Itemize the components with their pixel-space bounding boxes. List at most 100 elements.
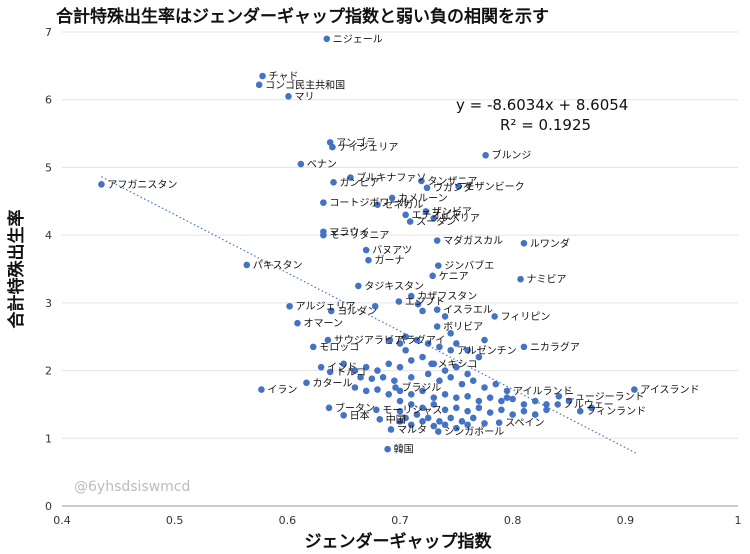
data-point-label: ブータン [335, 401, 375, 414]
y-tick-label: 1 [45, 432, 52, 445]
data-point-label: ノルウェー [564, 399, 614, 411]
data-point-label: リベリア [440, 213, 480, 225]
data-point [495, 419, 503, 427]
data-point [323, 35, 331, 43]
data-point [373, 406, 380, 414]
data-point [435, 262, 442, 269]
data-point [430, 422, 438, 430]
data-point [351, 367, 359, 374]
data-point [407, 421, 415, 429]
data-point [374, 201, 381, 208]
x-tick-label: 0.8 [504, 514, 522, 527]
y-tick-label: 5 [45, 161, 52, 174]
data-point [402, 333, 409, 341]
data-point-label: マリ [294, 92, 314, 103]
data-point-label: モザンビーク [465, 181, 525, 193]
data-point [395, 298, 403, 305]
data-point [402, 211, 409, 219]
data-point [447, 330, 455, 337]
data-point-label: フィリピン [501, 311, 551, 323]
data-point-label: コンゴ民主共和国 [265, 78, 345, 91]
data-point [486, 394, 494, 401]
data-point-label: ボリビア [443, 321, 483, 333]
data-point [419, 353, 426, 361]
data-point-label: インド [327, 363, 357, 374]
data-point-label: トルコ [336, 367, 366, 378]
data-point-label: オマーン [303, 318, 343, 330]
data-point [407, 401, 415, 408]
data-point-label: 日本 [350, 409, 370, 422]
x-axis-ticks: 0.4 0.5 0.6 0.7 0.8 0.9 1 [53, 514, 741, 527]
data-point [475, 404, 483, 412]
data-point [453, 404, 460, 412]
data-point [374, 386, 381, 393]
data-point [387, 426, 395, 433]
gridlines [62, 31, 738, 439]
data-point [419, 307, 426, 315]
data-point [419, 404, 426, 412]
data-point [436, 343, 443, 351]
data-point-label: マダガスカル [443, 234, 503, 247]
data-point-label: ヨルダン [337, 304, 377, 317]
data-point [317, 363, 325, 371]
data-point [458, 418, 466, 425]
data-point [486, 409, 494, 416]
trendline-r-squared: R² = 0.1925 [500, 116, 591, 134]
data-point-label: カタール [312, 377, 352, 389]
data-point [441, 421, 449, 429]
data-point [325, 404, 333, 412]
data-point [362, 363, 370, 371]
data-point [396, 397, 404, 405]
data-point-label: ブラジル [401, 381, 441, 394]
data-point-label: アルジェリア [296, 302, 356, 313]
data-point [419, 387, 426, 395]
data-point-label: マラウイ [329, 226, 369, 238]
data-point [428, 360, 435, 368]
data-point-label: ケニア [439, 270, 469, 282]
x-tick-label: 0.6 [279, 514, 297, 527]
data-point [554, 401, 562, 408]
data-point [458, 380, 466, 388]
data-point [631, 386, 638, 393]
data-points [98, 35, 638, 453]
data-point [340, 411, 347, 419]
data-point-label: パキスタン [253, 259, 303, 271]
data-point [406, 218, 414, 225]
data-point [392, 384, 399, 391]
data-point [509, 411, 516, 418]
data-point [384, 445, 391, 453]
y-tick-label: 6 [45, 94, 52, 107]
x-tick-label: 1 [735, 514, 742, 527]
data-point [324, 336, 332, 344]
chart-title: 合計特殊出生率はジェンダーギャップ指数と弱い負の相関を示す [56, 6, 549, 27]
data-point [285, 93, 292, 100]
data-point-label: サウジアラビア [334, 335, 404, 347]
data-point [482, 151, 489, 159]
data-point [447, 346, 455, 354]
data-point-label: ナイジェリア [338, 142, 398, 154]
data-point-label: ガーナ [374, 255, 404, 267]
data-point [517, 275, 524, 283]
data-point-label: タジキスタン [364, 280, 424, 292]
y-tick-label: 7 [45, 26, 52, 39]
data-point [414, 300, 422, 308]
x-tick-label: 0.4 [53, 514, 71, 527]
data-point [351, 384, 359, 391]
data-point-label: モロッコ [319, 342, 359, 353]
data-point [433, 323, 441, 330]
data-point [430, 214, 438, 222]
data-point [423, 184, 431, 192]
data-point [243, 261, 251, 269]
data-point [320, 199, 327, 206]
data-point-label: セネガル [383, 199, 423, 211]
data-point [436, 418, 443, 425]
data-point-label: スーダン [416, 215, 456, 228]
y-axis-ticks: 0 1 2 3 4 5 6 7 [45, 26, 52, 513]
data-point-label: アルゼンチン [457, 345, 517, 357]
data-point-label: モーリシャス [382, 405, 442, 416]
data-point [422, 208, 430, 215]
data-point-label: エジプト [405, 296, 445, 308]
data-point [402, 414, 409, 422]
data-point [259, 72, 266, 80]
data-point [330, 179, 337, 186]
